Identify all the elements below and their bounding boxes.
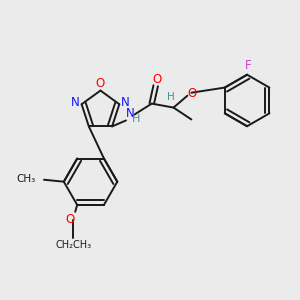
Text: CH₃: CH₃ bbox=[17, 174, 36, 184]
Text: N: N bbox=[121, 96, 130, 109]
Text: O: O bbox=[152, 73, 161, 86]
Text: F: F bbox=[245, 59, 251, 72]
Text: H: H bbox=[167, 92, 174, 102]
Text: O: O bbox=[96, 77, 105, 90]
Text: CH₂CH₃: CH₂CH₃ bbox=[55, 241, 91, 250]
Text: O: O bbox=[188, 87, 197, 100]
Text: O: O bbox=[66, 213, 75, 226]
Text: H: H bbox=[132, 115, 140, 124]
Text: N: N bbox=[71, 96, 80, 109]
Text: N: N bbox=[126, 107, 134, 120]
